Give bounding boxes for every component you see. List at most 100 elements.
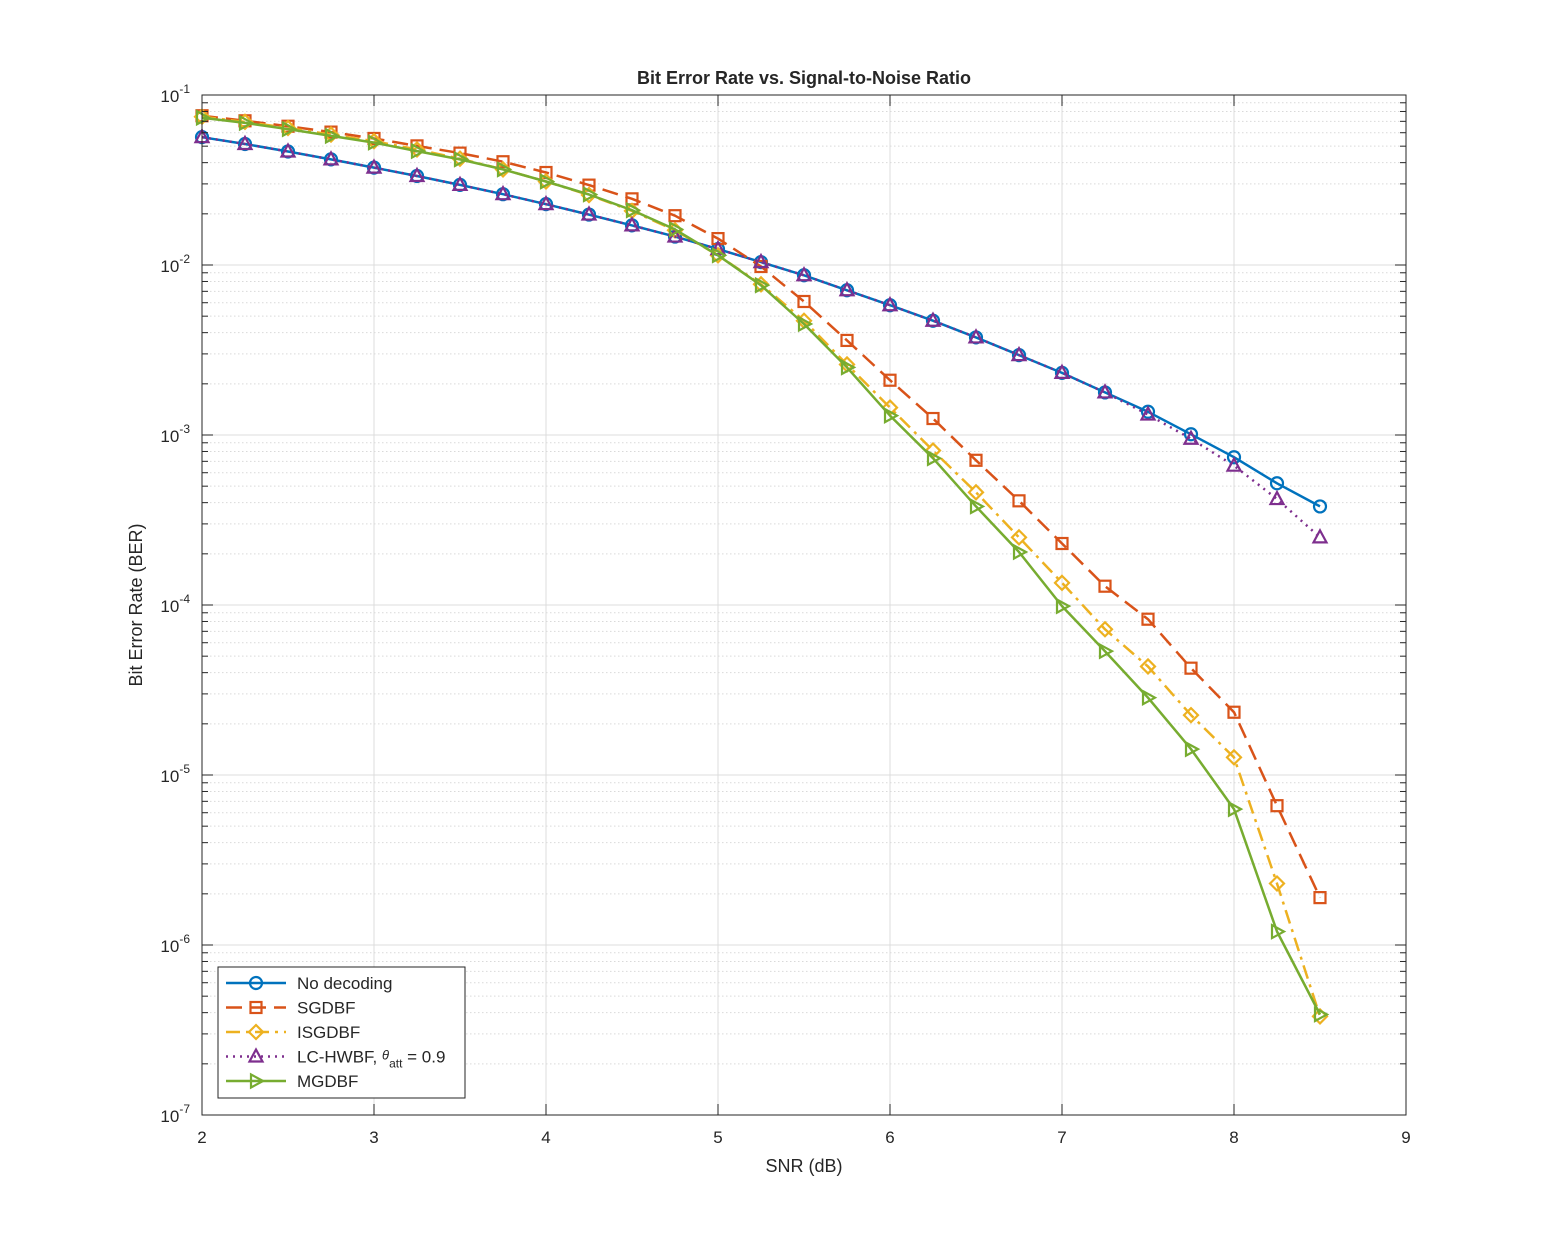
data-point: [840, 333, 854, 348]
data-point: [967, 483, 985, 501]
data-point: [926, 411, 940, 426]
data-point: [408, 166, 426, 183]
data-point: [324, 127, 341, 145]
data-point: [1096, 383, 1114, 399]
data-point: [1269, 476, 1285, 491]
x-tick-label: 2: [197, 1128, 206, 1147]
data-point: [967, 328, 985, 344]
data-point: [926, 449, 943, 467]
data-point: [1225, 456, 1243, 472]
data-point: [537, 194, 555, 211]
legend-item[interactable]: No decoding: [226, 974, 392, 993]
x-axis-label: SNR (dB): [765, 1156, 842, 1176]
chart-title: Bit Error Rate vs. Signal-to-Noise Ratio: [637, 68, 971, 88]
x-tick-label: 7: [1057, 1128, 1066, 1147]
legend-marker: [249, 1000, 263, 1015]
series-4: [195, 109, 1330, 1023]
data-point: [1270, 799, 1284, 813]
data-point: [1010, 528, 1028, 546]
data-point: [1227, 800, 1244, 818]
data-point: [840, 359, 857, 376]
legend-label: LC-HWBF, θatt = 0.9: [297, 1048, 445, 1071]
x-tick-label: 4: [541, 1128, 550, 1147]
data-point: [881, 295, 899, 312]
data-point: [1139, 405, 1157, 421]
legend-item[interactable]: LC-HWBF, θatt = 0.9: [226, 1047, 445, 1071]
data-point: [281, 120, 298, 138]
data-point: [539, 173, 556, 190]
y-axis-label: Bit Error Rate (BER): [126, 523, 146, 686]
series-line: [201, 116, 1322, 1016]
series-layer: [193, 108, 1330, 1025]
data-point: [1225, 748, 1243, 766]
data-point: [1012, 494, 1026, 508]
data-point: [238, 114, 255, 132]
series-3: [193, 127, 1329, 544]
data-point: [1183, 427, 1199, 442]
x-tick-label: 9: [1401, 1128, 1410, 1147]
data-point: [1184, 661, 1198, 675]
data-point: [883, 373, 897, 387]
x-tick-labels: 2 3 4 5 6 7 8 9: [197, 1128, 1410, 1147]
data-point: [1055, 597, 1072, 615]
series-line: [201, 135, 1321, 539]
legend-item[interactable]: SGDBF: [226, 999, 356, 1018]
legend-label: SGDBF: [297, 999, 356, 1018]
data-point: [496, 161, 513, 178]
data-point: [1055, 536, 1069, 551]
data-point: [668, 221, 685, 238]
data-point: [1184, 740, 1201, 758]
data-point: [580, 205, 598, 221]
data-point: [1098, 579, 1112, 593]
data-point: [797, 315, 814, 333]
y-tick-label: 10-6: [160, 932, 190, 956]
data-point: [1182, 706, 1200, 724]
data-point: [883, 407, 900, 424]
x-tick-label: 8: [1229, 1128, 1238, 1147]
x-tick-label: 5: [713, 1128, 722, 1147]
legend-marker: [249, 1072, 266, 1090]
data-point: [838, 280, 856, 297]
data-point: [1313, 891, 1327, 905]
data-point: [795, 265, 813, 282]
data-point: [969, 498, 986, 515]
data-point: [1182, 429, 1200, 445]
data-point: [1010, 345, 1028, 362]
data-point: [1141, 612, 1155, 626]
x-tick-label: 3: [369, 1128, 378, 1147]
data-point: [752, 252, 770, 269]
y-tick-label: 10-7: [160, 1102, 190, 1126]
data-point: [711, 246, 728, 264]
legend-label: MGDBF: [297, 1072, 358, 1091]
legend-label: ISGDBF: [297, 1023, 360, 1042]
legend-item[interactable]: ISGDBF: [226, 1023, 360, 1042]
data-point: [1226, 450, 1242, 465]
x-tick-label: 6: [885, 1128, 894, 1147]
data-point: [1268, 489, 1286, 506]
data-point: [236, 134, 254, 151]
data-point: [1270, 923, 1287, 940]
data-point: [279, 142, 297, 158]
legend-marker: [247, 1023, 265, 1041]
data-point: [754, 276, 771, 294]
data-point: [924, 311, 942, 327]
y-tick-labels: 10-7 10-6 10-5 10-4 10-3 10-2 10-1: [160, 82, 190, 1126]
axis-ticks: [201, 94, 1407, 1116]
y-tick-label: 10-5: [160, 762, 190, 786]
data-point: [668, 209, 682, 223]
data-point: [367, 134, 384, 151]
data-point: [1053, 363, 1071, 379]
data-point: [365, 158, 383, 174]
data-point: [1227, 705, 1241, 719]
data-point: [582, 186, 599, 203]
data-point: [1012, 543, 1029, 561]
legend-label: No decoding: [297, 974, 392, 993]
data-point: [1098, 642, 1115, 660]
legend[interactable]: No decoding SGDBF ISGDBF LC-HWBF, θatt = 0.…: [217, 966, 466, 1099]
data-point: [410, 142, 427, 160]
data-point: [451, 175, 469, 191]
legend-item[interactable]: MGDBF: [226, 1072, 358, 1091]
data-point: [494, 184, 512, 201]
